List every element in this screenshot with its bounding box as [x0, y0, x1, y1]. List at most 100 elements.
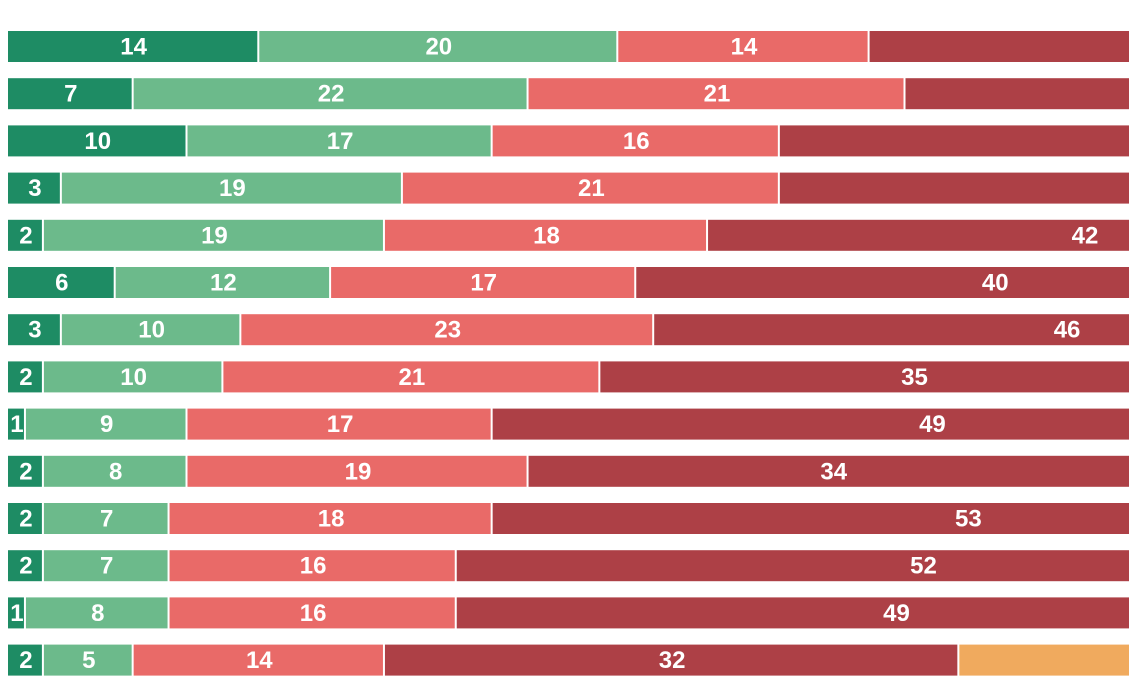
data-label-row13-s2: 8 [91, 600, 104, 627]
bar-segment-row4-s4 [779, 172, 1129, 204]
bar-segment-row14-s5 [959, 644, 1129, 676]
bar-segment-row12-s2 [43, 550, 168, 582]
bar-segment-row3-s2 [187, 125, 491, 157]
data-label-row3-s2: 17 [327, 128, 354, 155]
bar-segment-row8-s4 [600, 361, 1129, 393]
data-label-row6-s2: 12 [210, 270, 237, 297]
bar-segment-row1-s3 [618, 31, 868, 62]
bar-segment-row10-s4 [528, 455, 1129, 487]
data-label-row13-s1: 1 [10, 600, 23, 627]
bar-segment-row12-s4 [456, 550, 1129, 582]
data-label-row6-s3: 17 [470, 270, 497, 297]
bar-segment-row14-s4 [384, 644, 958, 676]
data-label-row4-s2: 19 [219, 175, 246, 202]
data-label-row1-s1: 14 [120, 34, 147, 61]
data-label-row13-s4: 49 [883, 600, 910, 627]
bar-segment-row14-s1 [8, 644, 42, 676]
data-label-row12-s3: 16 [300, 553, 327, 580]
bar-segment-row4-s3 [402, 172, 778, 204]
bar-segment-row13-s4 [456, 597, 1129, 629]
bar-segment-row9-s1 [8, 408, 24, 440]
bar-segment-row6-s1 [8, 267, 114, 298]
data-label-row6-s4: 40 [982, 270, 1009, 297]
data-label-row5-s1: 2 [19, 222, 32, 249]
data-label-row14-s3: 14 [246, 647, 273, 674]
data-label-row10-s3: 19 [345, 458, 372, 485]
bar-segment-row8-s3 [223, 361, 599, 393]
bar-segment-row7-s1 [8, 314, 60, 346]
data-label-row11-s2: 7 [100, 506, 113, 533]
bar-segment-row13-s2 [25, 597, 168, 629]
bar-segment-row9-s2 [25, 408, 186, 440]
data-label-row5-s2: 19 [201, 222, 228, 249]
bar-segment-row11-s3 [169, 503, 491, 534]
data-label-row11-s4: 53 [955, 506, 982, 533]
data-label-row7-s2: 10 [138, 317, 165, 344]
bar-segment-row2-s3 [528, 78, 904, 110]
data-label-row7-s1: 3 [28, 317, 41, 344]
data-label-row10-s4: 34 [820, 458, 847, 485]
data-label-row8-s1: 2 [19, 364, 32, 391]
bar-segment-row1-s4 [869, 31, 1129, 62]
bar-segment-row6-s2 [115, 267, 330, 298]
data-label-row11-s1: 2 [19, 506, 32, 533]
bar-segment-row6-s3 [331, 267, 635, 298]
data-label-row1-s2: 20 [425, 34, 452, 61]
data-label-row10-s1: 2 [19, 458, 32, 485]
data-label-row2-s2: 22 [318, 81, 345, 108]
bar-segment-row10-s3 [187, 455, 527, 487]
data-label-row4-s3: 21 [578, 175, 605, 202]
data-label-row2-s1: 7 [64, 81, 77, 108]
bar-segment-row4-s2 [61, 172, 401, 204]
bar-segment-row12-s3 [169, 550, 455, 582]
bar-segment-row6-s4 [636, 267, 1129, 298]
data-label-row13-s3: 16 [300, 600, 327, 627]
data-label-row4-s1: 3 [28, 175, 41, 202]
data-label-row2-s3: 21 [704, 81, 731, 108]
bar-segment-row3-s1 [8, 125, 186, 157]
bar-segment-row14-s3 [133, 644, 383, 676]
data-label-row12-s4: 52 [910, 553, 937, 580]
data-label-row3-s1: 10 [84, 128, 111, 155]
data-label-row5-s4: 42 [1072, 222, 1099, 249]
bar-segment-row11-s4 [492, 503, 1129, 534]
bar-segment-row12-s1 [8, 550, 42, 582]
bar-segment-row10-s2 [43, 455, 186, 487]
data-label-row11-s3: 18 [318, 506, 345, 533]
data-label-row14-s4: 32 [659, 647, 686, 674]
bar-segment-row5-s4 [708, 219, 1129, 251]
bar-segment-row11-s2 [43, 503, 168, 534]
bar-segment-row5-s1 [8, 219, 42, 251]
bar-segment-row7-s2 [61, 314, 240, 346]
bar-segment-row3-s4 [779, 125, 1129, 157]
data-label-row10-s2: 8 [109, 458, 122, 485]
bar-segment-row4-s1 [8, 172, 60, 204]
bar-segment-row8-s2 [43, 361, 222, 393]
bar-segment-row2-s4 [905, 78, 1129, 110]
bar-segment-row13-s1 [8, 597, 24, 629]
data-label-row12-s2: 7 [100, 553, 113, 580]
data-label-row9-s4: 49 [919, 411, 946, 438]
bar-segment-row9-s3 [187, 408, 491, 440]
data-label-row9-s3: 17 [327, 411, 354, 438]
bar-segment-row11-s1 [8, 503, 42, 534]
data-label-row12-s1: 2 [19, 553, 32, 580]
data-label-row3-s3: 16 [623, 128, 650, 155]
bar-segment-row10-s1 [8, 455, 42, 487]
data-label-row8-s3: 21 [399, 364, 426, 391]
data-label-row7-s4: 46 [1054, 317, 1081, 344]
data-label-row8-s2: 10 [120, 364, 147, 391]
data-label-row14-s2: 5 [82, 647, 95, 674]
bar-segment-row13-s3 [169, 597, 455, 629]
data-label-row9-s2: 9 [100, 411, 113, 438]
data-label-row8-s4: 35 [901, 364, 928, 391]
bar-segment-row7-s3 [241, 314, 653, 346]
bar-segment-row1-s2 [259, 31, 617, 62]
bar-segment-row7-s4 [654, 314, 1129, 346]
data-label-row6-s1: 6 [55, 270, 68, 297]
bar-segment-row8-s1 [8, 361, 42, 393]
bar-segment-row1-s1 [8, 31, 258, 62]
data-label-row7-s3: 23 [434, 317, 461, 344]
bar-segment-row9-s4 [492, 408, 1129, 440]
